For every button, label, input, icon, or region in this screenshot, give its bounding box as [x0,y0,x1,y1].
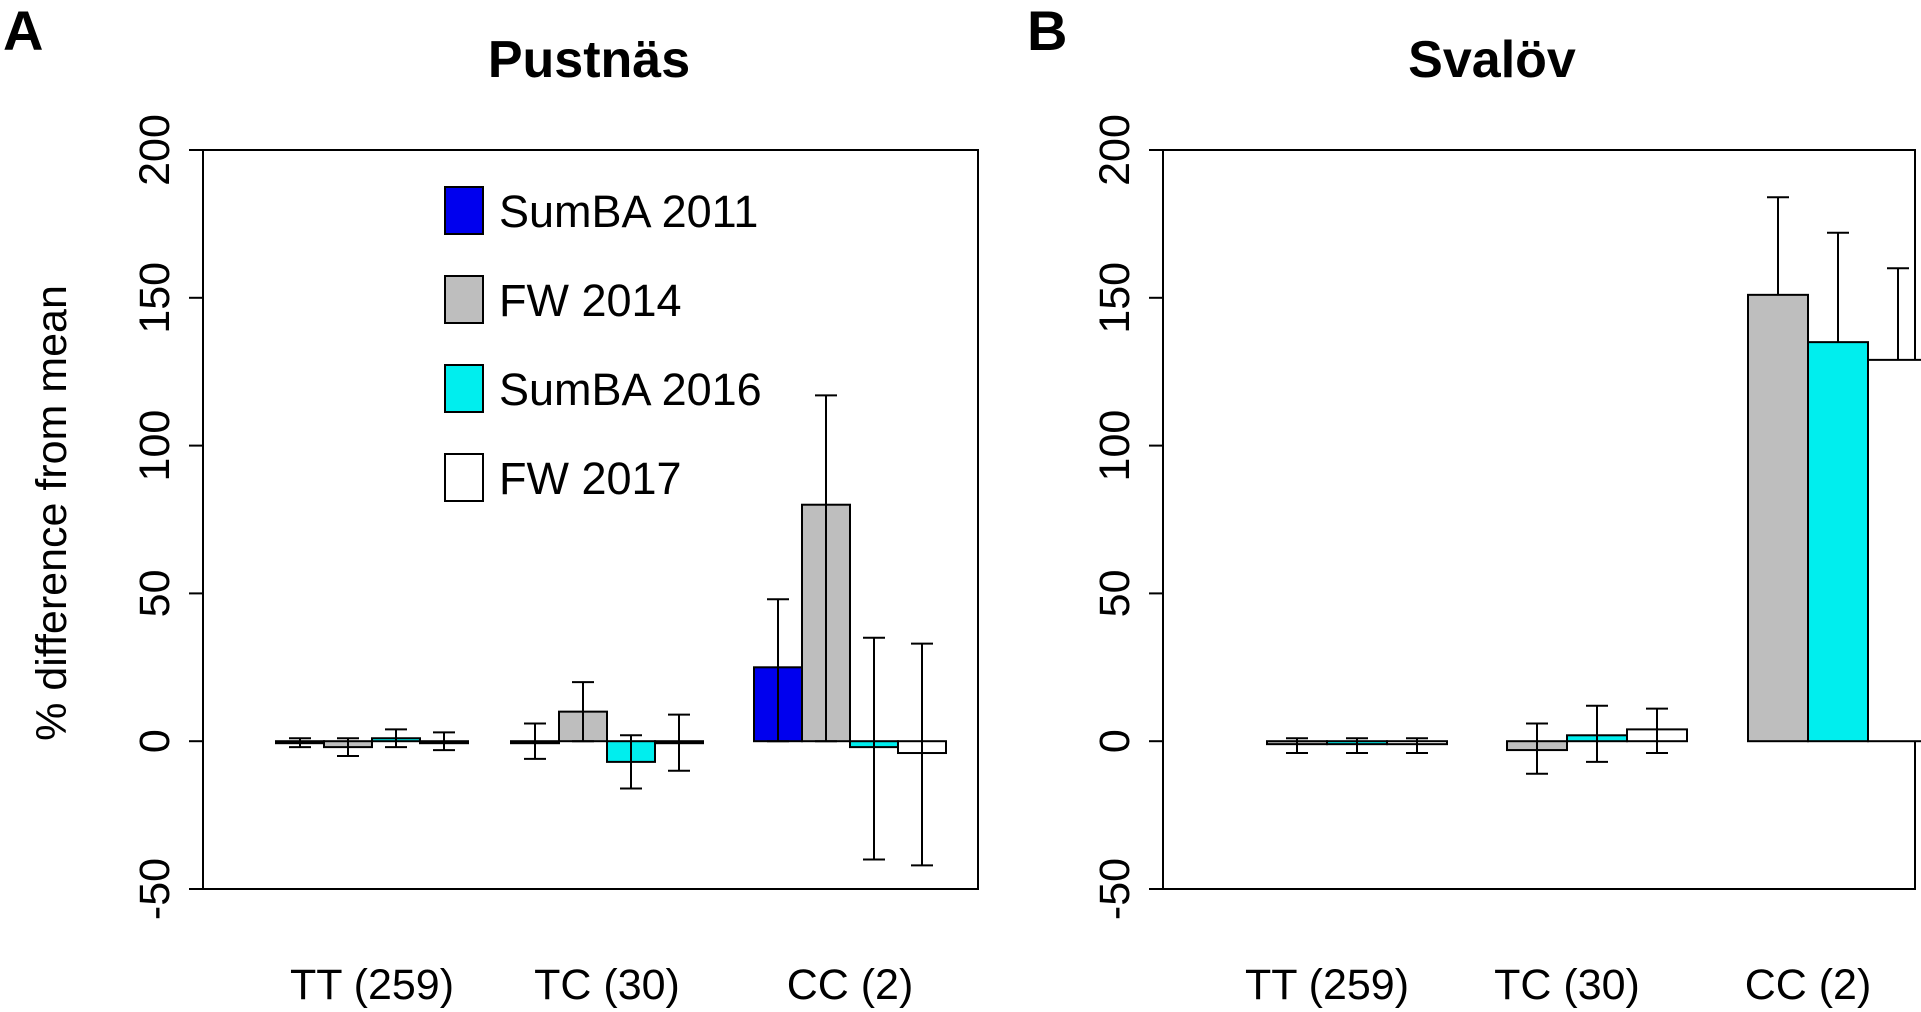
legend-label: SumBA 2016 [499,364,762,415]
y-tick-label: 100 [1091,410,1139,482]
x-category-label: CC (2) [787,961,914,1009]
x-category-label: TC (30) [1494,961,1640,1009]
y-axis: -50 0 50 100 150 200 [1091,114,1163,920]
bars [1266,196,1921,775]
y-axis-label: % difference from mean [28,285,76,741]
legend-swatch [444,275,484,324]
legend-swatch [444,364,484,413]
panel-a: A Pustnäs % difference from mean -50 0 50 1… [3,0,979,1009]
legend-swatch [444,186,484,235]
y-tick-label: 150 [1091,262,1139,334]
legend-swatch [444,453,484,502]
y-tick-label: 200 [1091,114,1139,186]
bars [275,394,947,867]
x-category-label: TC (30) [534,961,680,1009]
panel-b: B Svalöv -50 0 50 100 150 200 TT (259) TC (30)… [1027,0,1921,1009]
x-category-label: TT (259) [290,961,454,1009]
y-tick-label: 200 [131,114,179,186]
legend-label: FW 2014 [499,275,682,326]
bar [1747,293,1809,743]
category-labels: TT (259) TC (30) CC (2) [290,961,913,1009]
y-tick-label: 150 [131,262,179,334]
bar [1807,341,1869,743]
panel-letter: A [3,0,43,62]
x-category-label: CC (2) [1745,961,1872,1009]
panel-letter: B [1027,0,1067,62]
panel-title: Svalöv [1408,31,1576,89]
panel-title: Pustnäs [488,31,690,89]
legend-label: FW 2017 [499,453,682,504]
plot-area-frame [202,149,979,890]
legend: SumBA 2011 FW 2014 SumBA 2016 FW 2017 [444,186,762,504]
y-tick-label: -50 [1091,858,1139,920]
y-tick-label: -50 [131,858,179,920]
y-axis: -50 0 50 100 150 200 [131,114,203,920]
category-labels: TT (259) TC (30) CC (2) [1245,961,1871,1009]
legend-label: SumBA 2011 [499,186,758,237]
bar [1867,358,1921,743]
y-tick-label: 50 [1091,569,1139,617]
y-tick-label: 100 [131,410,179,482]
y-tick-label: 0 [1091,729,1139,753]
x-category-label: TT (259) [1245,961,1409,1009]
y-tick-label: 50 [131,569,179,617]
y-tick-label: 0 [131,729,179,753]
